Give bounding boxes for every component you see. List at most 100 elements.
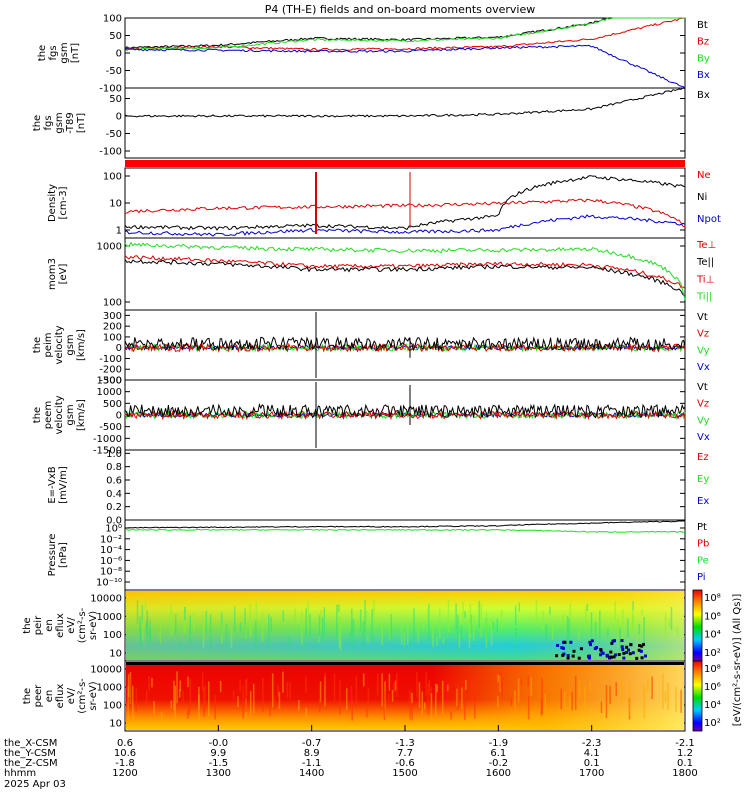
spectrogram-streak	[170, 605, 172, 637]
y-axis-label: eflux	[55, 613, 66, 638]
y-axis-label: sr-eV)	[88, 611, 99, 640]
spectrogram-dot	[622, 656, 626, 660]
spectrogram-streak	[261, 612, 264, 643]
spectrogram-streak	[574, 675, 577, 710]
spectrogram-topline	[126, 662, 684, 665]
y-tick-label: 10	[109, 199, 122, 210]
x-row-value: 1300	[206, 768, 231, 779]
spectrogram-streak	[267, 614, 270, 648]
y-axis-label: eV/	[66, 617, 77, 634]
spectrogram-streak	[470, 678, 473, 700]
spectrogram-dot	[627, 648, 631, 652]
y-tick-label: 0.6	[106, 476, 122, 487]
spectrogram-streak	[406, 621, 409, 645]
y-axis-label: gsm	[65, 334, 76, 355]
spectrogram-streak	[282, 610, 284, 622]
y-tick-label: 10000	[90, 594, 122, 605]
spectrogram-streak	[464, 687, 466, 720]
spectrogram-streak	[540, 698, 543, 716]
y-axis-label: (cm²-s-	[77, 678, 88, 714]
colorbar-tick: 10⁶	[704, 682, 721, 693]
spectrogram-dot	[556, 643, 560, 647]
spectrogram-streak	[499, 675, 501, 692]
y-tick-label: 1000	[97, 387, 122, 398]
spectrogram-streak	[337, 604, 340, 612]
spectrogram-streak	[514, 690, 516, 710]
spectrogram-streak	[255, 620, 257, 648]
spectrogram-streak	[619, 627, 621, 651]
spectrogram-streak	[566, 616, 569, 646]
panel-p2: the fgs gsm -T89 [nT] 50 0 -50 -100 Bx	[32, 87, 710, 159]
legend-entry: Vz	[697, 399, 709, 410]
spectrogram-streak	[388, 673, 391, 691]
x-row-value: 0.1	[584, 758, 600, 769]
y-tick-label: 10	[109, 719, 122, 730]
spectrogram-streak	[409, 640, 411, 649]
spectrogram-streak	[668, 618, 671, 628]
spectrogram-streak	[647, 678, 649, 691]
y-tick-label: 100	[103, 298, 122, 309]
spectrogram-streak	[515, 627, 517, 651]
y-tick-label: 0.0	[106, 516, 122, 527]
spectrogram-streak	[127, 674, 130, 698]
x-row-value: -1.5	[209, 758, 229, 769]
spectrogram-streak	[615, 682, 617, 697]
spectrogram-streak	[305, 608, 307, 640]
spectrogram-streak	[621, 675, 623, 707]
spectrogram-streak	[417, 618, 420, 642]
legend-entry: Pb	[697, 539, 709, 550]
spectrogram-streak	[270, 616, 272, 632]
spectrogram-dot	[639, 649, 643, 653]
spectrogram-streak	[447, 600, 450, 634]
spectrogram-streak	[510, 697, 513, 706]
series-p4-5	[124, 198, 686, 228]
spectrogram-dot	[566, 656, 570, 660]
y-tick-label: 10⁻¹⁰	[96, 578, 122, 589]
spectrogram-streak	[430, 693, 433, 720]
spectrogram-dot	[562, 646, 566, 650]
x-row-name: hhmm	[4, 768, 36, 779]
panel-p5: mom3 [eV] 1000 100 Te⊥ Te|| Ti⊥ Ti||	[47, 237, 716, 311]
spectrogram-dot	[611, 639, 615, 643]
y-axis-label: -T89	[65, 112, 76, 134]
spectrogram-streak	[345, 688, 348, 710]
y-axis-label: (cm²-s-	[77, 607, 88, 643]
y-tick-label: 100	[103, 332, 122, 343]
spectrogram-streak	[590, 612, 593, 645]
spectrogram-streak	[151, 677, 153, 688]
spectrogram-streak	[187, 710, 189, 719]
spectrogram-streak	[436, 684, 438, 693]
spectrogram-streak	[594, 621, 597, 643]
spectrogram-dot	[620, 645, 624, 649]
x-row-value: -1.3	[395, 738, 415, 749]
spectrogram-dot	[587, 654, 591, 658]
spectrogram-streak	[351, 699, 353, 721]
spectrogram-streak	[427, 683, 430, 715]
spectrogram-streak	[129, 676, 131, 706]
spectrogram-streak	[207, 681, 210, 717]
spectrogram-streak	[139, 616, 141, 644]
y-tick-label: -1000	[93, 434, 122, 445]
spectrogram-dot	[609, 655, 613, 659]
x-row-value: 1600	[486, 768, 511, 779]
spectrogram-streak	[628, 684, 631, 716]
y-axis-label: the	[22, 688, 33, 704]
y-axis-label: E=-VxB	[47, 466, 58, 503]
spectrogram-dot	[625, 645, 629, 649]
y-axis-label: [km/s]	[76, 329, 87, 361]
spectrogram-streak	[527, 675, 529, 687]
spectrogram-streak	[173, 680, 175, 711]
x-row-value: -0.6	[395, 758, 415, 769]
spectrogram-streak	[305, 707, 308, 719]
spectrogram-streak	[416, 671, 418, 698]
spectrograms: 10⁸ 10⁶ 10⁴ 10² 10⁸ 10⁶ 10⁴ 10² [eV/(cm²-s-sr-eV…	[126, 589, 743, 732]
spectrogram-streak	[520, 679, 523, 686]
spectrogram-streak	[643, 685, 646, 719]
legend-entry: Vy	[697, 415, 710, 426]
legend-entry: Vz	[697, 329, 709, 340]
x-row-value: 7.7	[397, 748, 413, 759]
spectrogram-streak	[423, 702, 426, 710]
spectrogram-streak	[388, 692, 390, 703]
spectrogram-streak	[305, 676, 307, 694]
spectrogram-streak	[184, 606, 186, 634]
